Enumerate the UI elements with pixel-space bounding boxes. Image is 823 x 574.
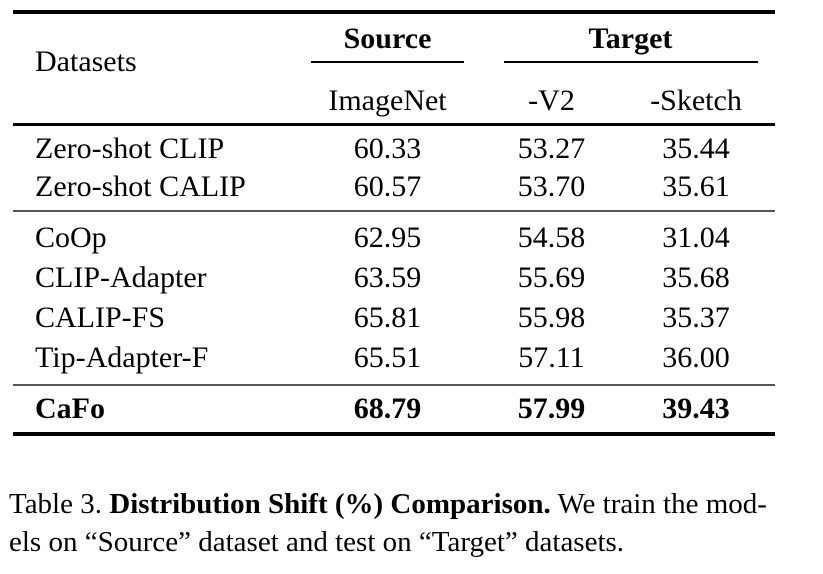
caption-text-start: We train the mod- [557,488,767,520]
table-row: Zero-shot CALIP 60.57 53.70 35.61 [13,168,775,206]
imagenet-value: 63.59 [353,261,422,294]
table-caption: Table 3. Distribution Shift (%) Comparis… [9,486,819,561]
imagenet-value: 65.51 [353,341,422,374]
v2-value: 55.69 [517,261,586,294]
sketch-value: 39.43 [662,392,730,425]
col-header-sketch: -Sketch [650,84,742,117]
col-header-imagenet: ImageNet [328,84,447,117]
imagenet-value: 65.81 [353,301,422,334]
imagenet-value: 60.33 [353,132,422,165]
section-separator-rule [13,384,775,386]
caption-line-1: Table 3. Distribution Shift (%) Comparis… [9,486,819,524]
cafo-section: CaFo 68.79 57.99 39.43 [13,386,775,432]
group-header-target: Target [486,14,775,71]
caption-line-2: els on “Source” dataset and test on “Tar… [9,525,625,558]
group-header-source-label: Source [343,22,432,55]
v2-value: 53.27 [517,132,586,165]
v2-value: 54.58 [517,221,586,254]
table-row: Zero-shot CLIP 60.33 53.27 35.44 [13,130,775,168]
section-separator-rule [13,210,775,212]
imagenet-value: 62.95 [353,221,422,254]
table-row: Tip-Adapter-F 65.51 57.11 36.00 [13,338,775,378]
row-name-cell: CoOp [35,221,107,254]
row-name-cell: CALIP-FS [35,301,166,334]
table-top-rule [13,10,775,14]
col-header-datasets: Datasets [35,45,137,78]
sketch-value: 35.61 [662,170,730,203]
caption-title: Distribution Shift (%) Comparison. [109,488,551,520]
table-row: CALIP-FS 65.81 55.98 35.37 [13,298,775,338]
table-row-highlight: CaFo 68.79 57.99 39.43 [13,386,775,432]
zero-shot-section: Zero-shot CLIP 60.33 53.27 35.44 Zero-sh… [13,126,775,210]
group-header-source: Source [305,14,470,71]
results-table: Datasets Source Target ImageNet -V2 -Ske… [13,10,775,436]
header-separator-rule [13,123,775,126]
row-name-cell: CLIP-Adapter [35,261,207,294]
source-group-underline [311,61,464,63]
sketch-value: 31.04 [662,221,730,254]
sketch-value: 36.00 [662,341,730,374]
v2-value: 55.98 [517,301,586,334]
table-header: Datasets Source Target ImageNet -V2 -Ske… [13,14,775,123]
imagenet-value: 60.57 [353,170,422,203]
few-shot-section: CoOp 62.95 54.58 31.04 CLIP-Adapter 63.5… [13,212,775,384]
v2-value: 57.99 [517,392,586,425]
sketch-value: 35.37 [662,301,730,334]
table-row: CLIP-Adapter 63.59 55.69 35.68 [13,258,775,298]
row-name-cell: Zero-shot CALIP [35,170,246,203]
row-name-cell: Zero-shot CLIP [35,132,225,165]
table-row: CoOp 62.95 54.58 31.04 [13,218,775,258]
target-group-underline [503,61,758,63]
sketch-value: 35.44 [662,132,730,165]
table-bottom-rule [13,432,775,436]
row-name-cell: CaFo [35,392,105,425]
sketch-value: 35.68 [662,261,730,294]
imagenet-value: 68.79 [353,392,422,425]
col-header-v2: -V2 [528,84,575,117]
v2-value: 57.11 [518,341,585,374]
row-name-cell: Tip-Adapter-F [35,341,209,374]
v2-value: 53.70 [517,170,586,203]
caption-label: Table 3. [9,488,102,520]
group-header-target-label: Target [588,22,673,55]
